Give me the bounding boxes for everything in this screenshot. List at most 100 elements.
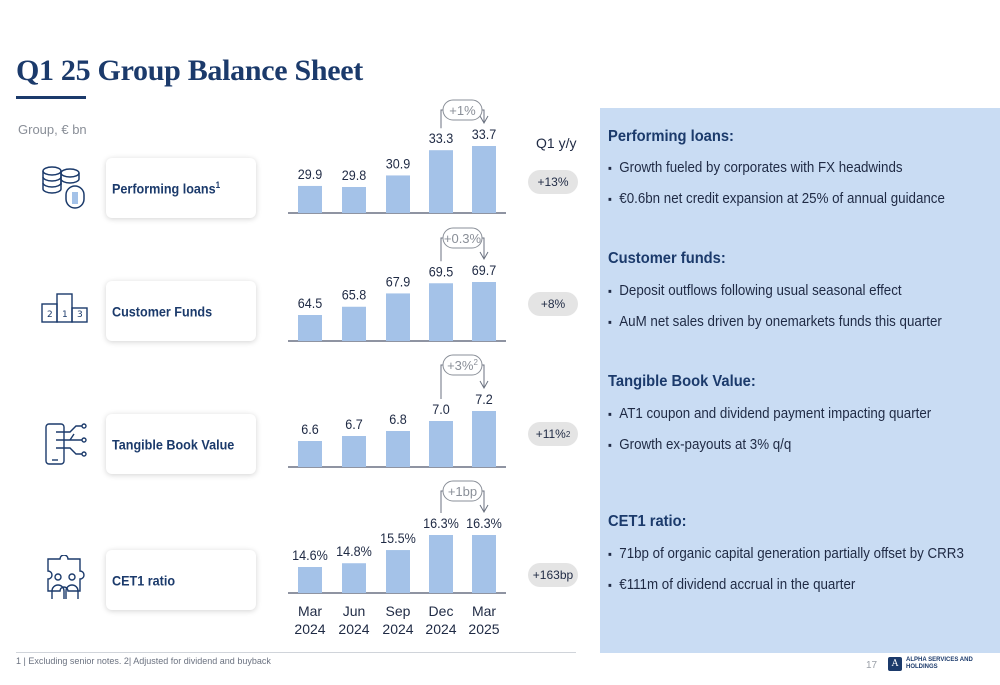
data-label: 64.5 [298,295,322,311]
page-number: 17 [866,660,878,671]
data-label: 15.5% [380,530,416,546]
data-label: 29.9 [298,166,322,182]
metric-card-tangible-book-value: Tangible Book Value [106,414,256,474]
logo-text: ALPHA SERVICES AND HOLDINGS [906,657,973,670]
metric-label-sup: 1 [215,179,221,190]
bar [386,431,410,467]
bar [298,315,322,341]
bullet-item: Growth fueled by corporates with FX head… [608,160,902,176]
bar [342,436,366,467]
bar [386,293,410,341]
bullet-item: €0.6bn net credit expansion at 25% of an… [608,191,945,207]
podium-icon: 2 1 3 [41,293,88,323]
x-tick-label-year: 2024 [294,621,325,637]
bar [429,535,453,593]
company-logo: A ALPHA SERVICES AND HOLDINGS [888,657,998,671]
metric-card-performing-loans: Performing loans1 [106,158,256,218]
yoy-value: +8% [540,297,566,311]
data-label: 7.2 [475,391,493,407]
page-title: Q1 25 Group Balance Sheet [16,54,363,87]
bullet-item: Growth ex-payouts at 3% q/q [608,437,791,453]
data-label: 6.8 [389,411,407,427]
bullet-item: Deposit outflows following usual seasona… [608,283,901,299]
yoy-value: +13% [537,175,569,189]
x-tick-label-month: Dec [429,603,454,619]
yoy-badge: +11% 2 [528,422,578,446]
change-sup: 2 [473,358,478,367]
unit-label: Group, € bn [18,122,87,137]
people-puzzle-icon [47,555,85,599]
svg-text:2: 2 [47,310,53,320]
commentary-panel: Performing loans: Growth fueled by corpo… [600,108,1000,653]
bar [429,150,453,213]
bar [342,306,366,341]
x-tick-label-year: 2024 [382,621,413,637]
data-label: 33.7 [472,126,496,142]
data-label: 67.9 [386,274,410,290]
bullet-item: €111m of dividend accrual in the quarter [608,577,855,593]
metric-card-customer-funds: Customer Funds [106,281,256,341]
bar [298,185,322,213]
data-label: 69.5 [429,264,453,280]
metric-label: Performing loans [112,180,216,197]
bar [472,411,496,467]
bar [342,187,366,213]
yoy-badge: +8% [528,292,578,316]
bullet-item: AuM net sales driven by onemarkets funds… [608,314,942,330]
yoy-value: +163bp [532,568,574,582]
data-label: 65.8 [342,287,366,303]
bullet-item: AT1 coupon and dividend payment impactin… [608,406,931,422]
change-label: +1% [449,103,476,118]
bar [386,550,410,593]
section-heading: Customer funds: [608,250,726,267]
data-label: 6.7 [345,416,363,432]
section-heading: Tangible Book Value: [608,373,756,390]
footer-divider [16,652,576,653]
data-label: 14.6% [292,547,328,563]
data-label: 6.6 [301,421,319,437]
change-arrowhead [479,504,489,514]
change-label: +1bp [448,484,477,499]
change-arrowhead [479,380,489,390]
change-bubble [442,99,483,121]
bullet-item: 71bp of organic capital generation parti… [608,546,964,562]
coins-icon [42,166,85,209]
change-bubble [442,354,483,376]
data-label: 16.3% [466,515,502,531]
x-tick-label-year: 2025 [468,621,499,637]
data-label: 29.8 [342,167,366,183]
x-tick-label-year: 2024 [338,621,369,637]
section-heading: Performing loans: [608,128,734,145]
title-underline [16,96,86,99]
change-label: +3%2 [447,358,478,373]
yoy-value: +11% [535,427,566,441]
bar [429,283,453,341]
metric-label: CET1 ratio [112,572,176,589]
bar [472,146,496,213]
bar [298,567,322,593]
bar [298,441,322,467]
data-label: 69.7 [472,262,496,278]
circuit-phone-icon [45,423,87,465]
yoy-sup: 2 [565,429,571,439]
data-label: 30.9 [386,156,410,172]
svg-text:3: 3 [77,310,83,320]
data-label: 7.0 [432,401,450,417]
change-arrowhead [479,251,489,261]
data-label: 16.3% [423,515,459,531]
change-arrowhead [479,115,489,125]
bar [472,535,496,593]
metric-label: Customer Funds [112,303,213,320]
bar [386,175,410,213]
change-bubble [442,480,483,502]
svg-text:1: 1 [62,310,68,320]
x-tick-label-month: Mar [472,603,496,619]
yoy-badge: +13% [528,170,578,194]
x-tick-label-month: Mar [298,603,322,619]
change-bubble [442,227,483,249]
balance-sheet-bar-charts: 29.9 29.8 30.9 33.3 33.7 +1% 64.5 65.8 67.9 69.5 6… [288,99,506,637]
bar [429,421,453,467]
change-label: +0.3% [444,231,482,246]
bar [342,563,366,593]
data-label: 14.8% [336,544,372,560]
